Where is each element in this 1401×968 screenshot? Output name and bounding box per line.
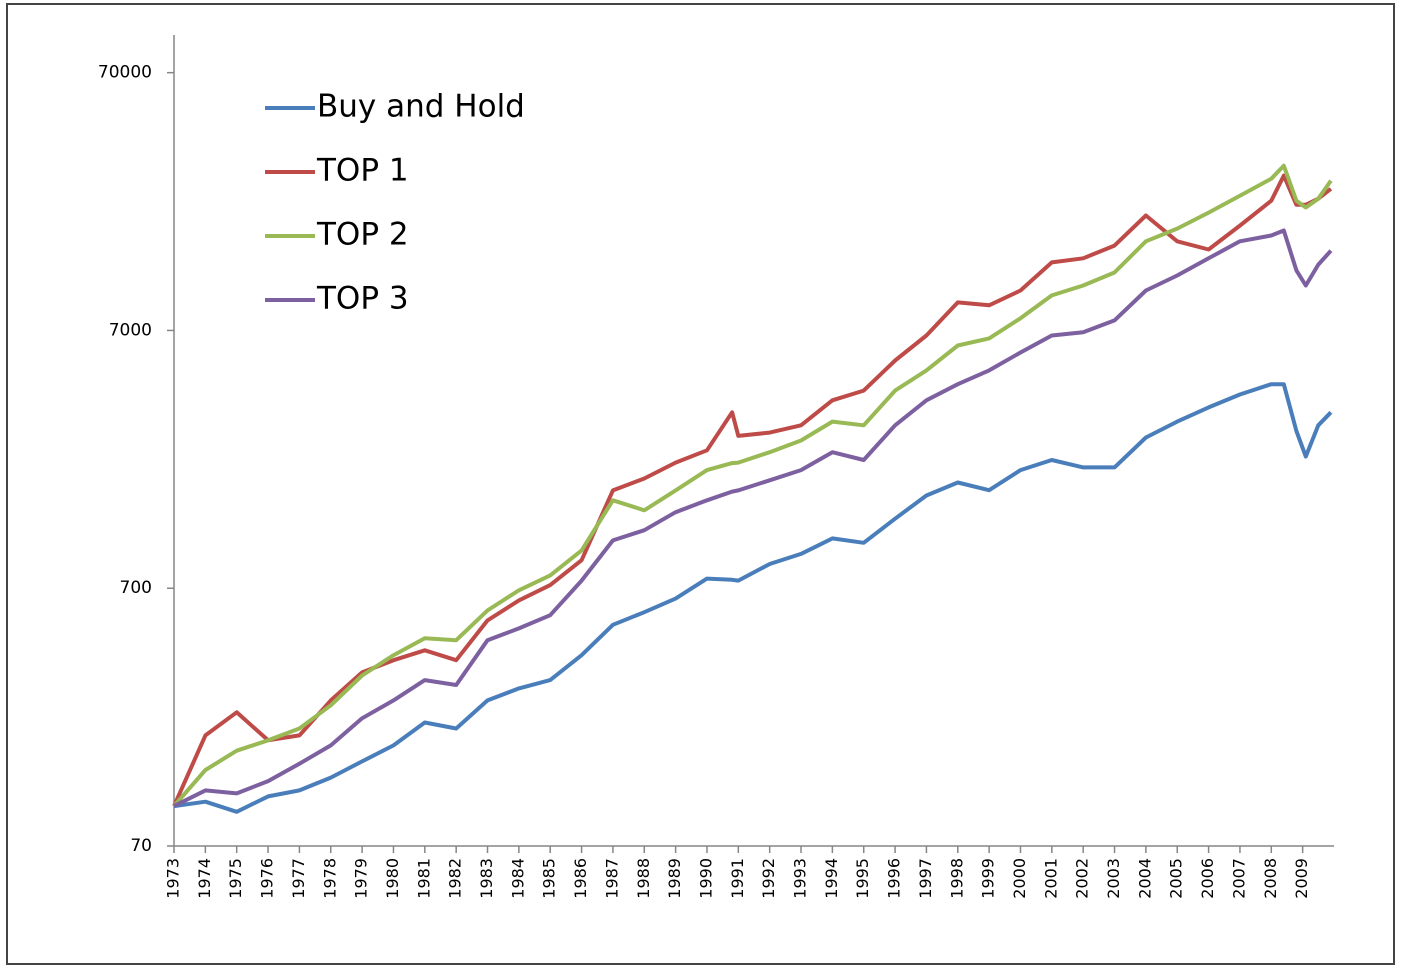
x-tick-label: 1978: [320, 858, 339, 899]
x-tick-label: 2004: [1135, 858, 1154, 899]
x-tick-label: 1977: [289, 858, 308, 899]
x-tick-label: 1982: [446, 858, 465, 899]
x-tick-label: 1995: [853, 858, 872, 899]
x-tick-label: 1997: [916, 858, 935, 899]
x-tick-label: 1981: [414, 858, 433, 899]
x-tick-label: 2008: [1261, 858, 1280, 899]
x-tick-label: 1999: [979, 858, 998, 899]
x-tick-label: 2001: [1041, 858, 1060, 899]
x-tick-label: 2003: [1104, 858, 1123, 899]
x-tick-label: 1980: [383, 858, 402, 899]
x-tick-label: 1985: [540, 858, 559, 899]
y-tick-label: 70: [130, 836, 152, 856]
x-tick-label: 1984: [508, 858, 527, 899]
legend-label: TOP 1: [316, 153, 409, 189]
series-line: [172, 173, 1333, 807]
x-tick-label: 1979: [352, 858, 371, 899]
x-tick-label: 2009: [1292, 858, 1311, 899]
x-tick-label: 1996: [885, 858, 904, 899]
frame: [6, 3, 1395, 965]
y-tick-label: 7000: [109, 320, 152, 340]
x-tick-label: 1974: [195, 858, 214, 899]
series-line: [173, 228, 1333, 808]
x-tick-label: 1983: [477, 858, 496, 899]
y-tick-label: 70000: [98, 63, 152, 83]
legend-label: TOP 2: [316, 217, 409, 253]
y-tick-label: 700: [120, 578, 152, 598]
series-line: [172, 163, 1333, 808]
legend-label: Buy and Hold: [317, 89, 525, 125]
x-tick-label: 1988: [634, 858, 653, 899]
series-line: [173, 382, 1333, 814]
x-tick-label: 2000: [1010, 858, 1029, 899]
x-tick-label: 2005: [1167, 858, 1186, 899]
x-tick-label: 1973: [164, 858, 183, 899]
x-tick-label: 1991: [728, 858, 747, 899]
x-tick-label: 1976: [258, 858, 277, 899]
x-tick-label: 1986: [571, 858, 590, 899]
x-tick-label: 1994: [822, 858, 841, 899]
x-tick-label: 1975: [226, 858, 245, 899]
x-tick-label: 1990: [696, 858, 715, 899]
x-tick-label: 1993: [791, 858, 810, 899]
x-tick-label: 1989: [665, 858, 684, 899]
x-tick-label: 1987: [602, 858, 621, 899]
x-tick-label: 2007: [1229, 858, 1248, 899]
legend-label: TOP 3: [316, 281, 409, 317]
x-tick-label: 1992: [759, 858, 778, 899]
x-tick-label: 1998: [947, 858, 966, 899]
x-tick-label: 2002: [1073, 858, 1092, 899]
x-tick-label: 2006: [1198, 858, 1217, 899]
